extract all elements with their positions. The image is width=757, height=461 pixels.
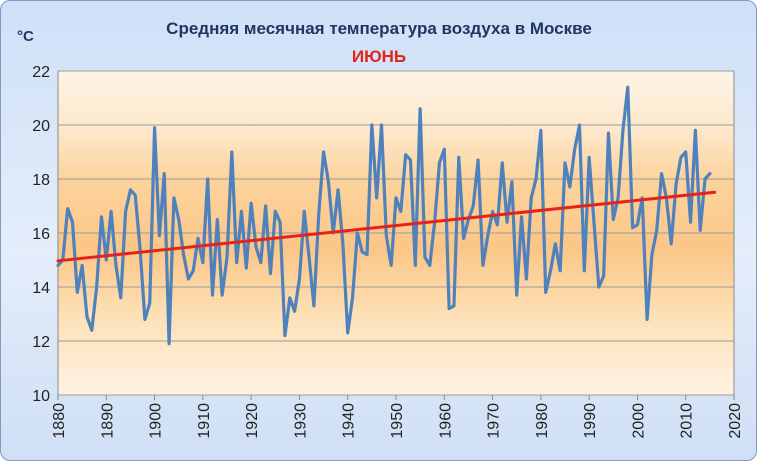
y-tick-label: 18 — [32, 172, 50, 189]
y-tick-label: 22 — [32, 64, 50, 81]
y-tick-label: 12 — [32, 334, 50, 351]
x-axis: 1880 1890 1900 1910 1920 1930 1940 1950 1960 1970… — [51, 395, 744, 439]
x-tick-label: 2000 — [630, 403, 647, 439]
y-axis-unit: °C — [17, 28, 34, 45]
x-tick-label: 1890 — [99, 403, 116, 439]
y-tick-label: 20 — [32, 118, 50, 135]
x-tick-label: 1980 — [534, 403, 551, 439]
x-tick-label: 1950 — [389, 403, 406, 439]
x-tick-label: 1880 — [51, 403, 68, 439]
x-tick-label: 2020 — [727, 403, 744, 439]
x-tick-label: 1960 — [437, 403, 454, 439]
y-tick-label: 16 — [32, 226, 50, 243]
x-tick-label: 2010 — [679, 403, 696, 439]
y-tick-label: 10 — [32, 388, 50, 405]
x-tick-label: 1930 — [292, 403, 309, 439]
chart-subtitle: ИЮНЬ — [352, 47, 406, 66]
x-tick-label: 1970 — [486, 403, 503, 439]
plot-lines — [56, 85, 717, 346]
chart-title: Средняя месячная температура воздуха в М… — [166, 19, 592, 38]
y-axis: 10 12 14 16 18 20 22 — [32, 64, 50, 405]
x-tick-label: 1910 — [196, 403, 213, 439]
x-tick-label: 1940 — [341, 403, 358, 439]
temperature-series-line — [56, 85, 712, 346]
y-tick-label: 14 — [32, 280, 50, 297]
x-tick-label: 1990 — [582, 403, 599, 439]
x-tick-label: 1920 — [244, 403, 261, 439]
x-tick-label: 1900 — [148, 403, 165, 439]
trend-line — [56, 190, 717, 263]
